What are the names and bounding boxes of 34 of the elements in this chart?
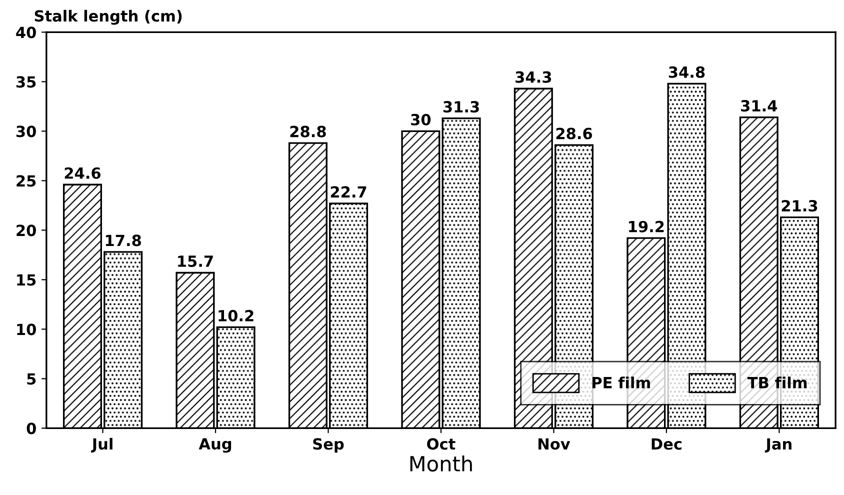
y-tick-label: 35 (16, 76, 36, 88)
x-tick-label: Aug (198, 438, 232, 453)
y-tick-label: 15 (17, 274, 36, 286)
y-tick-label: 20 (16, 224, 36, 236)
x-tick-label: Oct (427, 438, 456, 450)
data-label: 21.3 (782, 200, 818, 212)
x-tick-label: Jul (91, 438, 112, 453)
legend-label: TB film (747, 376, 807, 388)
data-label: 17.8 (106, 234, 141, 246)
x-tick-label: Sep (313, 438, 344, 453)
y-tick-label: 5 (27, 373, 36, 385)
data-label: 28.8 (290, 126, 326, 138)
data-label: 22.7 (330, 186, 366, 198)
data-label: 10.2 (218, 310, 254, 322)
data-label: 31.4 (741, 100, 778, 112)
x-tick-label: Jan (764, 438, 792, 453)
data-label: 15.7 (178, 256, 213, 268)
x-tick-label: Nov (538, 438, 570, 450)
data-label: 34.3 (516, 71, 552, 83)
y-tick-label: 40 (16, 26, 36, 38)
y-tick-label: 10 (17, 324, 36, 336)
x-axis-title: Month (410, 455, 472, 472)
data-label: 34.8 (668, 66, 705, 78)
data-label: 24.6 (64, 167, 101, 179)
data-label: 19.2 (629, 220, 664, 232)
data-label: 30 (411, 114, 431, 126)
data-label: 31.3 (443, 101, 479, 113)
y-tick-label: 25 (16, 175, 36, 187)
data-label: 28.6 (556, 128, 592, 140)
y-axis-title: Stalk length (cm) (34, 10, 182, 25)
x-tick-label: Dec (652, 438, 682, 450)
legend-label: PE film (592, 376, 650, 388)
y-tick-label: 0 (26, 422, 36, 434)
y-tick-label: 30 (16, 126, 36, 138)
